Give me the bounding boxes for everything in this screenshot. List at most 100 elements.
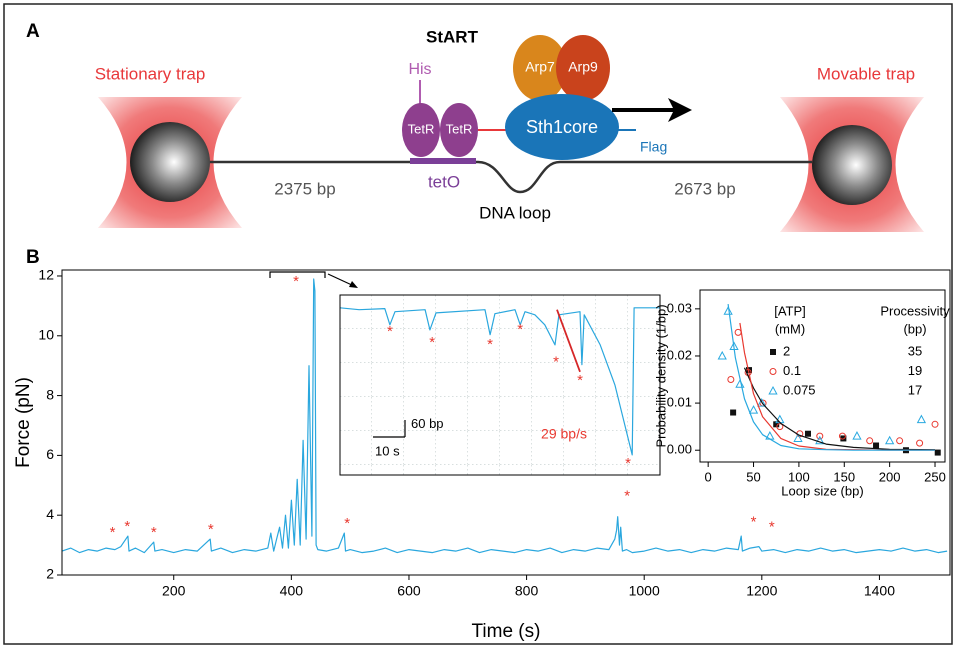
event-marker: * — [517, 321, 523, 338]
marker — [757, 398, 767, 407]
x-tick-label: 250 — [924, 469, 946, 484]
series-line — [339, 307, 660, 456]
marker — [916, 414, 927, 424]
marker — [885, 435, 895, 445]
x-tick-label: 200 — [879, 469, 901, 484]
plot-frame — [699, 289, 946, 463]
tetr — [440, 103, 478, 157]
frame — [3, 3, 953, 645]
zoom-arrow-head — [349, 281, 358, 288]
event-marker: * — [751, 514, 757, 531]
marker — [931, 420, 939, 428]
y-tick-label: 2 — [46, 566, 54, 582]
scale-bar-label: 60 bp — [411, 416, 444, 431]
sth1core — [505, 94, 619, 160]
zoom-bracket — [269, 271, 326, 278]
event-marker: * — [124, 518, 130, 535]
marker — [852, 431, 862, 440]
event-marker: * — [625, 455, 631, 472]
inset-grid — [340, 295, 660, 475]
marker — [896, 437, 904, 445]
event-marker: * — [624, 488, 630, 505]
length-label: 2375 bp — [274, 179, 335, 198]
y-tick-label: 8 — [46, 386, 54, 402]
marker — [804, 430, 811, 437]
legend-value: 35 — [908, 343, 922, 358]
event-marker: * — [293, 273, 299, 290]
teto-label: tetO — [428, 172, 460, 191]
marker — [730, 409, 737, 416]
event-marker: * — [151, 524, 157, 541]
marker — [873, 442, 880, 449]
y-tick-label: 0.01 — [667, 395, 692, 410]
marker — [776, 423, 784, 431]
y-tick-label: 6 — [46, 446, 54, 462]
legend-value: 19 — [908, 363, 922, 378]
event-marker: * — [553, 354, 559, 371]
event-marker: * — [577, 372, 583, 389]
bead — [812, 125, 892, 205]
arp-label: Arp9 — [568, 59, 598, 75]
legend-header: (bp) — [903, 321, 926, 336]
x-axis-label: Time (s) — [472, 621, 541, 642]
legend-label: 0.1 — [783, 363, 801, 378]
tetr-label: TetR — [446, 121, 473, 136]
x-tick-label: 1000 — [629, 583, 660, 599]
marker — [866, 437, 874, 445]
y-axis-label: Probability density (1/bp) — [653, 304, 668, 447]
series-line — [61, 278, 948, 554]
arp7 — [513, 35, 567, 101]
y-tick-label: 10 — [38, 326, 54, 342]
marker — [735, 379, 745, 388]
x-tick-label: 200 — [162, 583, 186, 599]
legend-label: 0.075 — [783, 382, 816, 397]
marker — [793, 433, 803, 442]
legend-header: Processivity — [880, 303, 950, 318]
x-tick-label: 1200 — [746, 583, 777, 599]
x-tick-label: 50 — [746, 469, 760, 484]
marker — [916, 439, 924, 447]
marker — [840, 435, 847, 442]
marker — [770, 349, 776, 355]
legend-header: (mM) — [775, 321, 805, 336]
x-tick-label: 400 — [280, 583, 304, 599]
x-tick-label: 800 — [515, 583, 539, 599]
marker — [727, 376, 735, 384]
x-tick-label: 100 — [788, 469, 810, 484]
y-tick-label: 0.02 — [667, 347, 692, 362]
marker — [815, 435, 825, 445]
loop-label: DNA loop — [479, 203, 551, 222]
trap-label: Stationary trap — [95, 64, 206, 83]
marker — [717, 350, 727, 360]
legend-label: 2 — [783, 343, 790, 358]
plot-frame — [61, 269, 951, 576]
x-axis-label: Loop size (bp) — [781, 483, 863, 498]
trap-label: Movable trap — [817, 64, 915, 83]
panel-label: B — [26, 247, 40, 268]
series-line — [556, 309, 581, 373]
series-line — [727, 304, 935, 451]
y-tick-label: 4 — [46, 506, 54, 522]
marker — [838, 432, 846, 440]
marker — [748, 405, 759, 414]
marker — [746, 367, 752, 374]
flag-label: Flag — [640, 139, 667, 155]
panel-label: A — [26, 21, 40, 42]
y-tick-label: 12 — [38, 267, 54, 283]
event-marker: * — [344, 515, 350, 532]
legend-value: 17 — [908, 382, 922, 397]
legend-header: [ATP] — [774, 303, 806, 318]
zoom-arrow — [327, 273, 355, 287]
teto-site — [410, 158, 476, 164]
marker — [773, 421, 780, 428]
marker — [768, 385, 778, 395]
x-tick-label: 1400 — [864, 583, 895, 599]
event-marker: * — [487, 336, 493, 353]
series-line — [743, 367, 936, 451]
length-label: 2673 bp — [674, 179, 735, 198]
event-marker: * — [769, 519, 775, 536]
marker — [816, 432, 824, 440]
event-marker: * — [208, 521, 214, 538]
sth1-label: Sth1core — [526, 117, 598, 137]
